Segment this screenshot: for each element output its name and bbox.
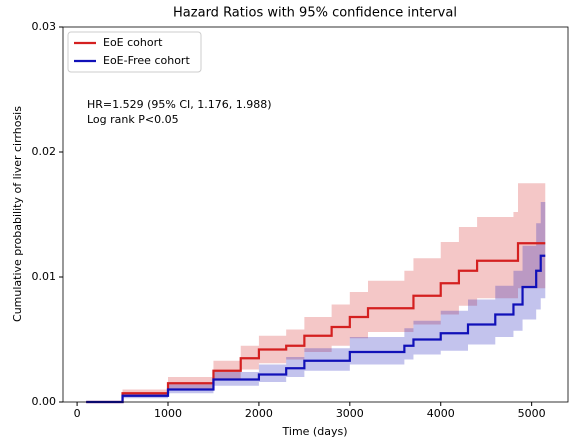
chart-title: Hazard Ratios with 95% confidence interv…: [173, 6, 457, 21]
x-tick-label: 4000: [427, 407, 455, 420]
legend-box: [67, 31, 202, 73]
y-tick-label: 0.03: [32, 20, 57, 33]
survival-line: [86, 242, 546, 404]
x-tick-label: 5000: [518, 407, 546, 420]
x-tick-label: 1000: [154, 407, 182, 420]
annotation: Log rank P<0.05: [87, 113, 179, 126]
x-tick-label: 3000: [336, 407, 364, 420]
confidence-band: [86, 202, 546, 402]
y-tick-label: 0.02: [32, 145, 57, 158]
plot-frame: [62, 26, 569, 403]
x-tick-label: 2000: [245, 407, 273, 420]
survival-line: [86, 254, 546, 404]
annotation: HR=1.529 (95% CI, 1.176, 1.988): [87, 98, 272, 111]
y-axis-label: Cumulative probability of liver cirrhosi…: [11, 106, 24, 322]
y-tick-label: 0.00: [32, 395, 57, 408]
x-axis-label: Time (days): [282, 425, 348, 438]
legend-label: EoE-Free cohort: [103, 54, 190, 67]
confidence-band: [86, 183, 546, 402]
y-tick-label: 0.01: [32, 270, 57, 283]
legend-label: EoE cohort: [103, 36, 163, 49]
x-tick-label: 0: [74, 407, 81, 420]
